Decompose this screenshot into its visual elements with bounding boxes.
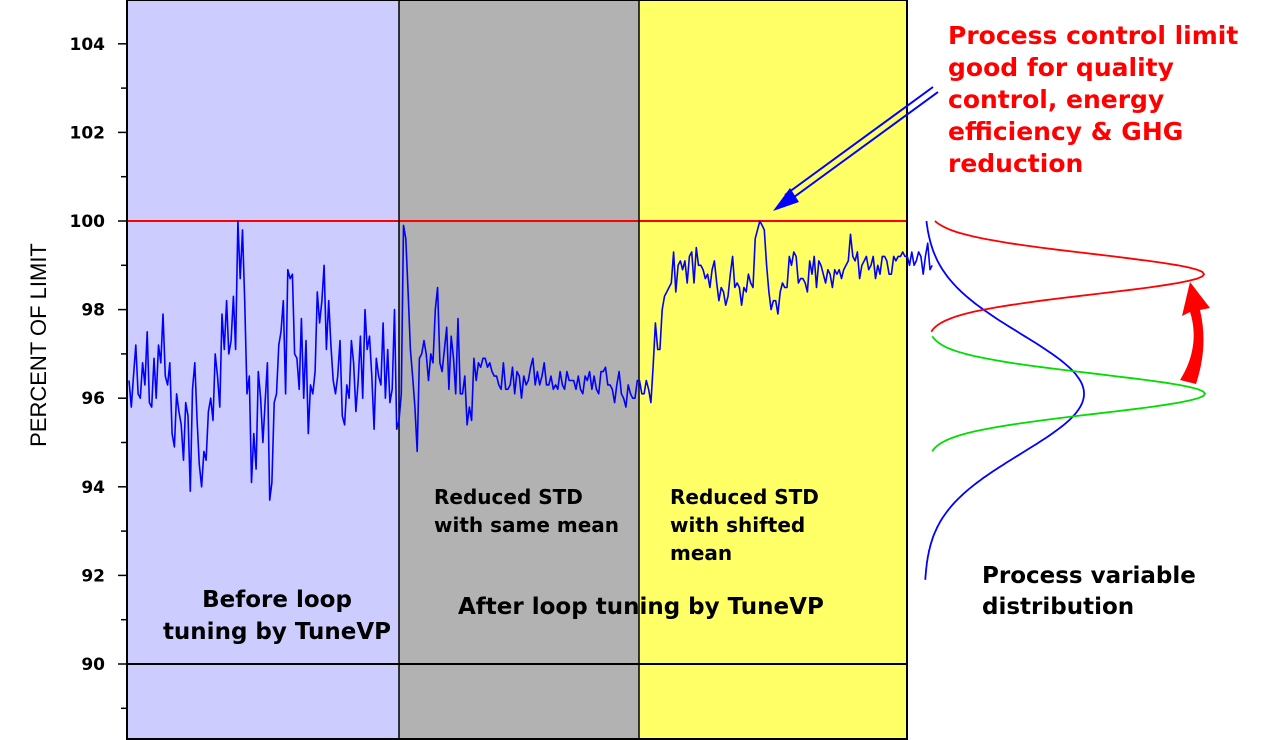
annotation-arrows	[773, 86, 1210, 384]
y-tick-label: 92	[81, 566, 105, 586]
limit-note: Process control limit good for quality c…	[948, 21, 1239, 178]
y-axis: 90 92 94 96 98 100 102 104	[70, 35, 127, 710]
distribution-curves	[924, 220, 1207, 580]
limit-arrow-shaft-a	[789, 91, 939, 201]
region-1	[399, 0, 639, 739]
region-2	[639, 0, 907, 739]
distribution-curve-1	[931, 335, 1207, 452]
plot-border	[126, 0, 908, 740]
y-tick-label: 100	[70, 212, 106, 232]
distribution-curve-2	[930, 220, 1206, 333]
before-tuning-label: Before loop tuning by TuneVP	[162, 587, 392, 645]
distribution-curve-0	[924, 220, 1085, 580]
limit-arrow-shaft-b	[784, 86, 934, 196]
distribution-label: Process variable distribution	[982, 563, 1196, 620]
y-tick-label: 102	[70, 123, 106, 143]
y-axis-label: PERCENT OF LIMIT	[26, 243, 51, 447]
y-tick-label: 96	[81, 389, 105, 409]
pv-series	[128, 220, 933, 501]
limit-lines	[127, 220, 907, 665]
y-tick-label: 104	[70, 35, 106, 55]
y-tick-label: 94	[81, 478, 105, 498]
shift-arrow	[1180, 282, 1210, 384]
limit-arrowhead	[773, 188, 799, 211]
shifted-mean-label: Reduced STD with shifted mean	[670, 485, 819, 565]
after-tuning-label: After loop tuning by TuneVP	[458, 594, 824, 620]
chart-regions	[127, 0, 907, 739]
chart-frame	[126, 0, 908, 740]
series-line-0	[128, 220, 933, 501]
y-tick-label: 98	[81, 301, 105, 321]
y-tick-label: 90	[81, 655, 105, 675]
same-mean-label: Reduced STD with same mean	[434, 485, 619, 537]
